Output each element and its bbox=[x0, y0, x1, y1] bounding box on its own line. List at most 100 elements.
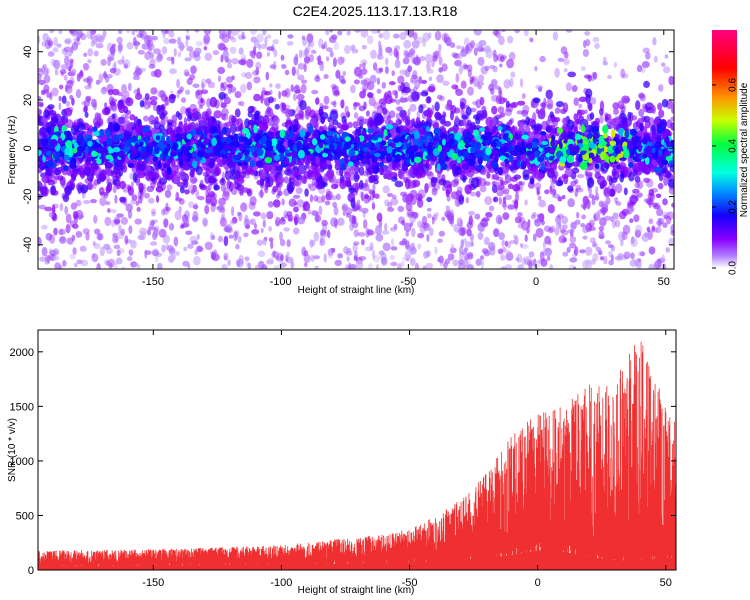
spectrogram-cell bbox=[516, 100, 526, 106]
spectrogram-cell bbox=[395, 106, 404, 111]
spectrogram-cell bbox=[128, 225, 133, 235]
spectrogram-cell bbox=[42, 63, 47, 70]
spectrogram-cell bbox=[38, 72, 42, 82]
spectrogram-cell bbox=[443, 34, 448, 44]
spectrogram-cell bbox=[488, 241, 496, 251]
spectrogram-cell bbox=[341, 205, 347, 212]
spectrogram-cell bbox=[484, 181, 491, 187]
spectrogram-cell bbox=[404, 244, 411, 250]
spectrogram-cell bbox=[304, 188, 309, 197]
spectrogram-cell bbox=[666, 211, 674, 220]
spectrogram-cell bbox=[311, 178, 315, 187]
spectrogram-cell bbox=[597, 209, 603, 214]
spectrogram-cell bbox=[593, 214, 597, 222]
spectrogram-cell bbox=[505, 251, 514, 261]
spectrogram-cell bbox=[531, 124, 540, 131]
spectrogram-cell bbox=[168, 134, 177, 142]
spectrogram-cell bbox=[484, 196, 493, 206]
spectrogram-cell bbox=[434, 101, 440, 112]
spectrogram-cell bbox=[363, 101, 367, 110]
spectrogram-cell bbox=[135, 200, 139, 206]
spectrogram-cell bbox=[229, 46, 237, 54]
spectrogram-cell bbox=[42, 33, 49, 42]
spectrogram-cell bbox=[499, 112, 506, 118]
spectrogram-cell bbox=[663, 175, 668, 187]
spectrogram-cell bbox=[49, 30, 55, 34]
spectrogram-cell bbox=[571, 85, 578, 92]
spectrogram-cell bbox=[180, 186, 185, 194]
spectrogram-cell bbox=[498, 197, 502, 205]
spectrogram-cell bbox=[614, 196, 619, 204]
spectrogram-cell bbox=[644, 120, 651, 129]
spectrogram-cell bbox=[464, 184, 473, 195]
spectrogram-cell bbox=[560, 229, 569, 236]
spectrogram-cell bbox=[382, 242, 391, 252]
spectrogram-cell bbox=[558, 235, 567, 244]
spectrogram-cell bbox=[448, 127, 456, 133]
spectrogram-cell bbox=[391, 238, 395, 247]
spectrogram-cell bbox=[278, 218, 287, 225]
spectrogram-cell bbox=[194, 47, 202, 55]
spectrogram-cell bbox=[344, 44, 351, 54]
spectrogram-cell bbox=[72, 31, 79, 37]
spectrogram-cell bbox=[492, 174, 500, 180]
spectrogram-cell bbox=[320, 237, 326, 246]
spectrogram-cell bbox=[131, 30, 136, 36]
spectrogram-cell bbox=[52, 248, 60, 256]
spectrogram-cell bbox=[400, 112, 406, 121]
spectrogram-cell bbox=[198, 183, 204, 189]
spectrogram-cell bbox=[311, 89, 319, 95]
spectrogram-cell bbox=[139, 100, 145, 108]
spectrogram-cell bbox=[548, 227, 554, 234]
spectrogram-cell bbox=[319, 62, 325, 72]
spectrogram-cell bbox=[109, 45, 116, 56]
spectrogram-cell bbox=[498, 232, 506, 241]
spectrogram-cell bbox=[64, 185, 73, 196]
spectrogram-cell bbox=[284, 176, 289, 184]
spectrogram-cell bbox=[191, 178, 198, 183]
spectrogram-cell bbox=[227, 259, 231, 266]
spectrogram-cell bbox=[235, 169, 241, 180]
spectrogram-cell bbox=[411, 40, 420, 49]
spectrogram-cell bbox=[384, 199, 390, 207]
spectrogram-cell bbox=[516, 253, 522, 264]
spectrogram-cell bbox=[372, 183, 376, 191]
spectrogram-cell bbox=[600, 232, 605, 237]
spectrogram-cell bbox=[425, 53, 433, 64]
spectrogram-cell bbox=[226, 58, 232, 64]
spectrogram-cell bbox=[610, 177, 618, 184]
spectrogram-cell bbox=[204, 241, 213, 251]
spectrogram-cell bbox=[498, 35, 505, 46]
spectrogram-cell bbox=[409, 257, 416, 266]
spectrogram-cell bbox=[648, 199, 652, 208]
spectrogram-cell bbox=[213, 249, 218, 257]
spectrogram-cell bbox=[200, 78, 207, 88]
spectrogram-cell bbox=[542, 247, 551, 253]
spectrogram-cell bbox=[237, 235, 242, 243]
spectrogram-cell bbox=[411, 74, 418, 80]
spectrogram-cell bbox=[376, 88, 382, 94]
spectrogram-cell bbox=[396, 263, 402, 269]
spectrogram-cell bbox=[323, 74, 329, 79]
spectrogram-cell bbox=[431, 215, 438, 221]
spectrogram-cell bbox=[217, 75, 222, 82]
spectrogram-cell bbox=[426, 96, 432, 104]
spectrogram-cell bbox=[325, 56, 330, 62]
spectrogram-cell bbox=[480, 65, 488, 75]
spectrogram-cell bbox=[259, 125, 268, 131]
spectrogram-cell bbox=[549, 185, 553, 195]
spectrogram-cell bbox=[658, 171, 664, 182]
spectrogram-cell bbox=[121, 83, 127, 94]
spectrogram-cell bbox=[198, 104, 204, 109]
spectrogram-cell bbox=[641, 164, 648, 172]
spectrogram-cell bbox=[320, 229, 327, 236]
spectrogram-cell bbox=[185, 230, 193, 236]
spectrogram-cell bbox=[585, 171, 593, 177]
spectrogram-cell bbox=[294, 53, 299, 62]
spectrogram-cell bbox=[168, 30, 175, 38]
spectrogram-cell bbox=[107, 208, 111, 213]
spectrogram-cell bbox=[213, 166, 222, 176]
spectrogram-cell bbox=[158, 124, 165, 132]
spectrogram-cell bbox=[480, 259, 484, 269]
spectrogram-cell bbox=[493, 228, 500, 238]
